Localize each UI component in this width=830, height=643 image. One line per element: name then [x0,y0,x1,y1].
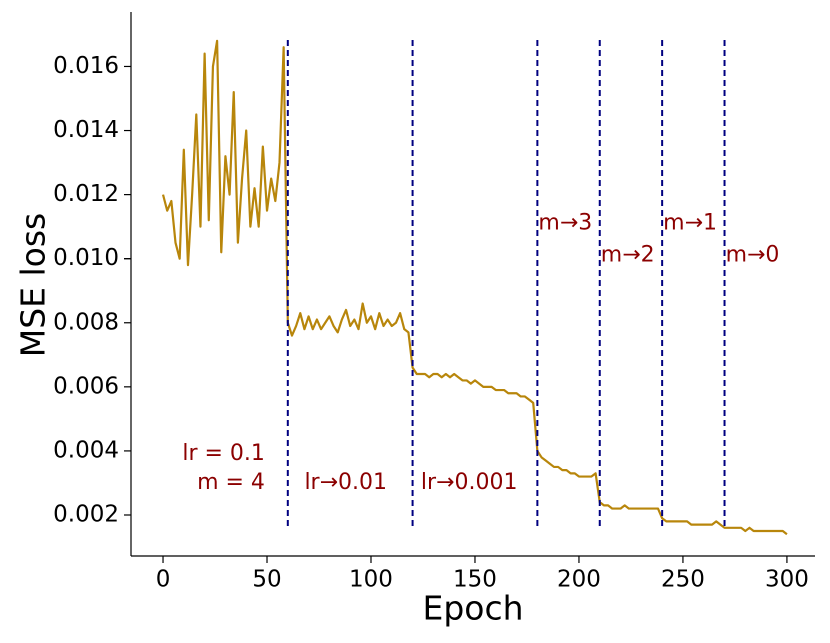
line-series [161,39,788,536]
x-tick-label: 200 [557,567,601,593]
y-tick-label: 0.006 [53,373,119,399]
y-tick-label: 0.010 [53,245,119,271]
y-tick-label: 0.014 [53,117,119,143]
y-tick-label: 0.008 [53,309,119,335]
y-tick-label: 0.002 [53,501,119,527]
annotation: lr→0.001 [421,470,518,495]
annotation: m→3 [538,210,592,235]
x-tick-label: 150 [453,567,497,593]
annotation: m→0 [726,242,780,267]
y-axis-label: MSE loss [14,213,53,358]
annotation: lr→0.01 [304,470,387,495]
y-tick-label: 0.012 [53,181,119,207]
annotation: lr = 0.1 [182,441,265,466]
x-tick-label: 100 [349,567,393,593]
y-tick-label: 0.016 [53,53,119,79]
y-tick-label: 0.004 [53,437,119,463]
annotation: m→2 [601,242,655,267]
x-tick-label: 250 [661,567,705,593]
x-tick-label: 300 [765,567,809,593]
x-axis-label: Epoch [422,589,523,628]
annotation: m→1 [663,210,717,235]
x-tick-label: 0 [156,567,171,593]
x-tick-label: 50 [252,567,281,593]
annotation: m = 4 [197,470,265,495]
